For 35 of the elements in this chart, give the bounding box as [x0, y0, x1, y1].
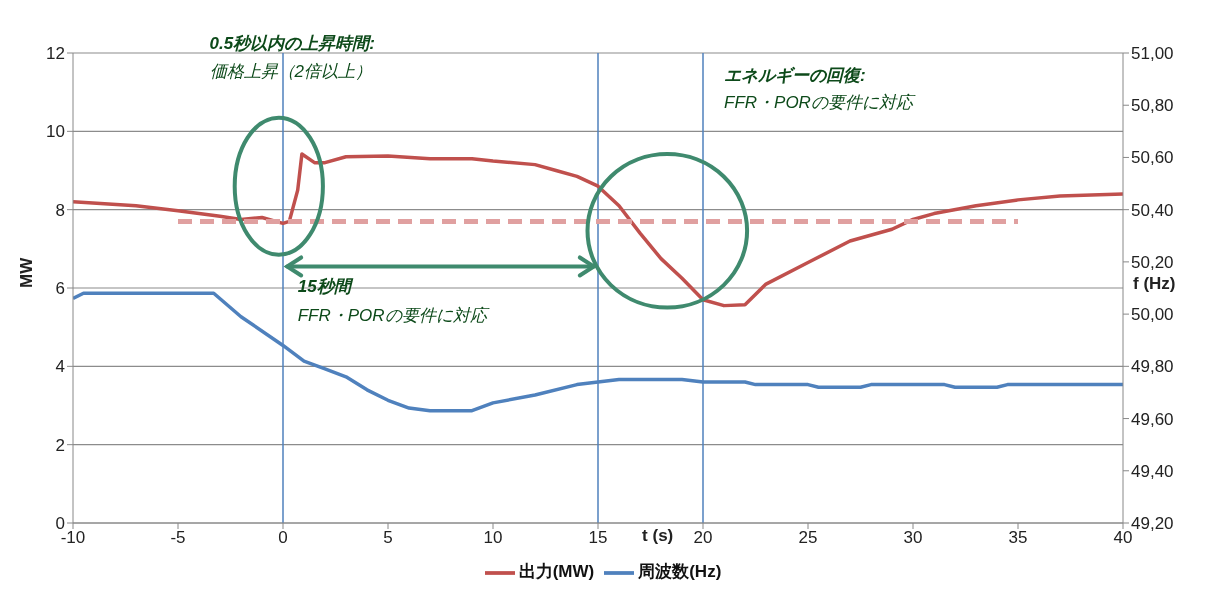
x-tick-label: 15	[588, 528, 608, 548]
legend-label: 周波数(Hz)	[638, 562, 722, 582]
x-tick-label: 5	[383, 528, 393, 548]
y-tick-label: 6	[55, 279, 65, 299]
y2-tick-label: 51,00	[1131, 44, 1174, 64]
y2-tick-label: 49,60	[1131, 409, 1174, 429]
legend-label: 出力(MW)	[518, 562, 595, 582]
x-tick-label: 35	[1008, 528, 1028, 548]
x-tick-label: 30	[903, 528, 923, 548]
y-axis-title: MW	[17, 256, 37, 288]
y2-tick-label: 50,40	[1131, 200, 1174, 220]
y-tick-label: 8	[55, 200, 65, 220]
line-series	[73, 152, 1123, 308]
y-tick-label: 10	[46, 122, 65, 142]
y2-tick-label: 50,20	[1131, 252, 1174, 272]
annotation: 0.5秒以内の上昇時間:	[209, 33, 375, 56]
y2-tick-label: 50,60	[1131, 148, 1174, 168]
y2-tick-label: 50,80	[1131, 96, 1174, 116]
x-tick-label: 40	[1113, 528, 1133, 548]
y2-tick-label: 49,20	[1131, 514, 1174, 534]
y2-tick-label: 50,00	[1131, 305, 1174, 325]
y2-tick-label: 49,40	[1131, 461, 1174, 481]
y-tick-label: 12	[46, 44, 65, 64]
y2-tick-label: 49,80	[1131, 357, 1174, 377]
x-tick-label: 25	[798, 528, 818, 548]
annotation: 価格上昇（2倍以上）	[209, 60, 372, 83]
x-tick-label: 20	[693, 528, 713, 548]
y-tick-label: 2	[55, 435, 65, 455]
x-tick-label: 10	[483, 528, 503, 548]
x-tick-label: -5	[170, 528, 186, 548]
y2-axis-title: f (Hz)	[1133, 274, 1176, 295]
x-tick-label: 0	[278, 528, 288, 548]
x-axis-title: t (s)	[642, 526, 674, 546]
annotation: エネルギーの回復:	[724, 64, 866, 87]
y-tick-label: 4	[55, 357, 65, 377]
